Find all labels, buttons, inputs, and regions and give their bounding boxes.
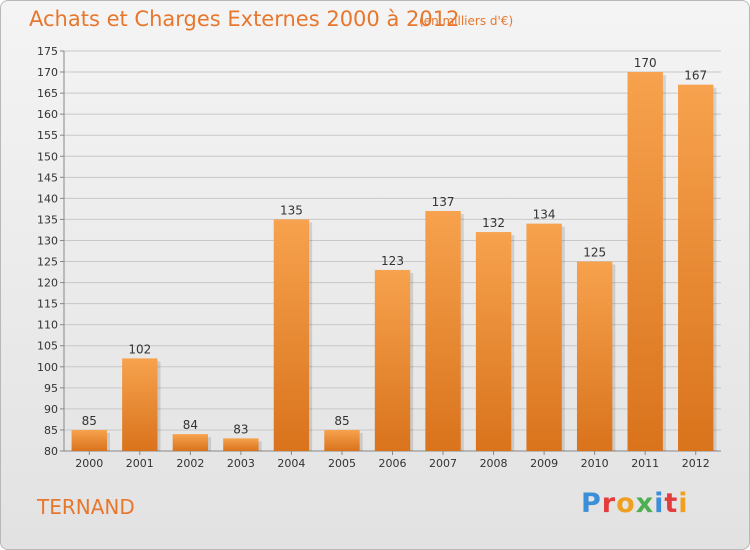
labels: 80 85 90 95 100 105 110 115 120 125 130 135 140 145 15…: [37, 45, 710, 470]
y-tick-label: 80: [44, 445, 58, 458]
x-tick-label: 2012: [682, 457, 710, 470]
y-tick-label: 135: [37, 213, 58, 226]
y-tick-label: 125: [37, 256, 58, 269]
y-tick-label: 165: [37, 87, 58, 100]
bar-value-label: 132: [482, 216, 505, 230]
y-tick-label: 105: [37, 340, 58, 353]
bar-value-label: 102: [128, 342, 151, 356]
x-tick-label: 2003: [227, 457, 255, 470]
y-tick-label: 85: [44, 424, 58, 437]
chart-title: Achats et Charges Externes 2000 à 2012: [29, 7, 460, 31]
x-tick-label: 2010: [581, 457, 609, 470]
bar: [374, 269, 411, 451]
x-tick-label: 2007: [429, 457, 457, 470]
y-tick-label: 115: [37, 298, 58, 311]
y-tick-label: 145: [37, 171, 58, 184]
bar-value-label: 135: [280, 203, 303, 217]
x-tick-label: 2004: [277, 457, 305, 470]
y-tick-label: 140: [37, 192, 58, 205]
y-tick-label: 155: [37, 129, 58, 142]
proxiti-logo[interactable]: Proxiti: [581, 488, 689, 519]
logo-letter: r: [601, 488, 617, 519]
y-tick-label: 120: [37, 277, 58, 290]
y-tick-label: 90: [44, 403, 58, 416]
x-tick-label: 2001: [126, 457, 154, 470]
bar: [425, 211, 461, 451]
bar: [526, 223, 562, 451]
bar-value-label: 85: [334, 414, 349, 428]
logo-letter: t: [664, 488, 679, 519]
y-tick-label: 175: [37, 45, 58, 58]
y-tick-label: 150: [37, 150, 58, 163]
x-tick-label: 2002: [176, 457, 204, 470]
y-tick-label: 100: [37, 361, 58, 374]
logo-letter: i: [654, 488, 665, 519]
bar-value-label: 83: [233, 422, 248, 436]
bar: [122, 358, 158, 451]
bar: [324, 429, 360, 451]
x-tick-label: 2008: [480, 457, 508, 470]
bar: [475, 232, 512, 451]
bar-value-label: 167: [684, 69, 707, 83]
bar-value-label: 170: [634, 56, 657, 70]
logo-letter: P: [581, 488, 602, 519]
bar-value-label: 85: [82, 414, 97, 428]
y-tick-label: 95: [44, 382, 58, 395]
bar-value-label: 123: [381, 254, 404, 268]
bars: [71, 72, 717, 452]
commune-name: TERNAND: [37, 495, 135, 519]
bar: [71, 429, 107, 451]
y-tick-label: 170: [37, 66, 58, 79]
bar: [627, 72, 663, 451]
logo-letter: x: [635, 488, 655, 519]
logo-letter: i: [678, 488, 689, 519]
bar: [273, 219, 310, 451]
bar-value-label: 84: [183, 418, 198, 432]
bar: [576, 261, 613, 451]
y-tick-label: 160: [37, 108, 58, 121]
logo-letter: o: [616, 488, 636, 519]
x-tick-label: 2009: [530, 457, 558, 470]
bar-value-label: 137: [432, 195, 455, 209]
bar: [223, 438, 259, 451]
bar: [172, 434, 209, 451]
x-tick-label: 2011: [631, 457, 659, 470]
x-tick-label: 2000: [75, 457, 103, 470]
x-tick-label: 2005: [328, 457, 356, 470]
y-tick-label: 130: [37, 234, 58, 247]
bar: [678, 84, 714, 452]
x-tick-label: 2006: [379, 457, 407, 470]
bar-value-label: 125: [583, 246, 606, 260]
chart-unit: (en milliers d'€): [419, 14, 514, 28]
bar-value-label: 134: [533, 208, 556, 222]
y-tick-label: 110: [37, 319, 58, 332]
